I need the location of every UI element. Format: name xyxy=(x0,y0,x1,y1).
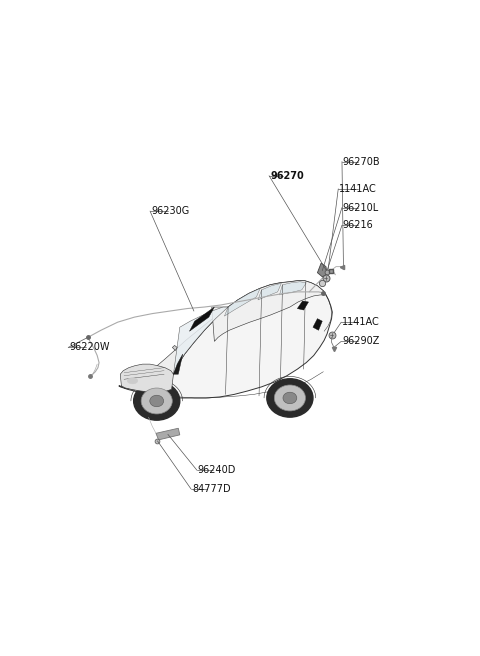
Polygon shape xyxy=(173,354,183,374)
Ellipse shape xyxy=(141,388,172,414)
Text: 96240D: 96240D xyxy=(198,465,236,475)
Text: 96270B: 96270B xyxy=(343,157,380,167)
Ellipse shape xyxy=(150,395,164,407)
Polygon shape xyxy=(172,346,177,350)
Polygon shape xyxy=(317,263,327,277)
Ellipse shape xyxy=(275,385,305,411)
Ellipse shape xyxy=(127,378,138,384)
Text: 84777D: 84777D xyxy=(192,484,231,494)
Polygon shape xyxy=(279,282,306,295)
Ellipse shape xyxy=(283,392,297,403)
Text: 96230G: 96230G xyxy=(151,206,190,216)
Polygon shape xyxy=(121,307,228,388)
Polygon shape xyxy=(212,281,326,341)
Ellipse shape xyxy=(133,382,180,420)
Text: 96220W: 96220W xyxy=(69,342,110,352)
Polygon shape xyxy=(125,374,173,393)
Text: 1141AC: 1141AC xyxy=(339,184,377,194)
Polygon shape xyxy=(156,428,180,440)
Text: 96210L: 96210L xyxy=(343,203,379,213)
Text: 1141AC: 1141AC xyxy=(342,318,380,327)
Polygon shape xyxy=(225,289,260,316)
Polygon shape xyxy=(258,283,281,300)
Polygon shape xyxy=(119,281,332,398)
Polygon shape xyxy=(297,301,309,310)
Polygon shape xyxy=(190,307,215,331)
Ellipse shape xyxy=(267,379,313,417)
Text: 96270: 96270 xyxy=(270,171,304,180)
Polygon shape xyxy=(313,319,322,330)
Polygon shape xyxy=(120,364,173,392)
Polygon shape xyxy=(173,307,228,374)
Text: 96216: 96216 xyxy=(343,220,373,230)
Text: 96290Z: 96290Z xyxy=(342,337,379,346)
